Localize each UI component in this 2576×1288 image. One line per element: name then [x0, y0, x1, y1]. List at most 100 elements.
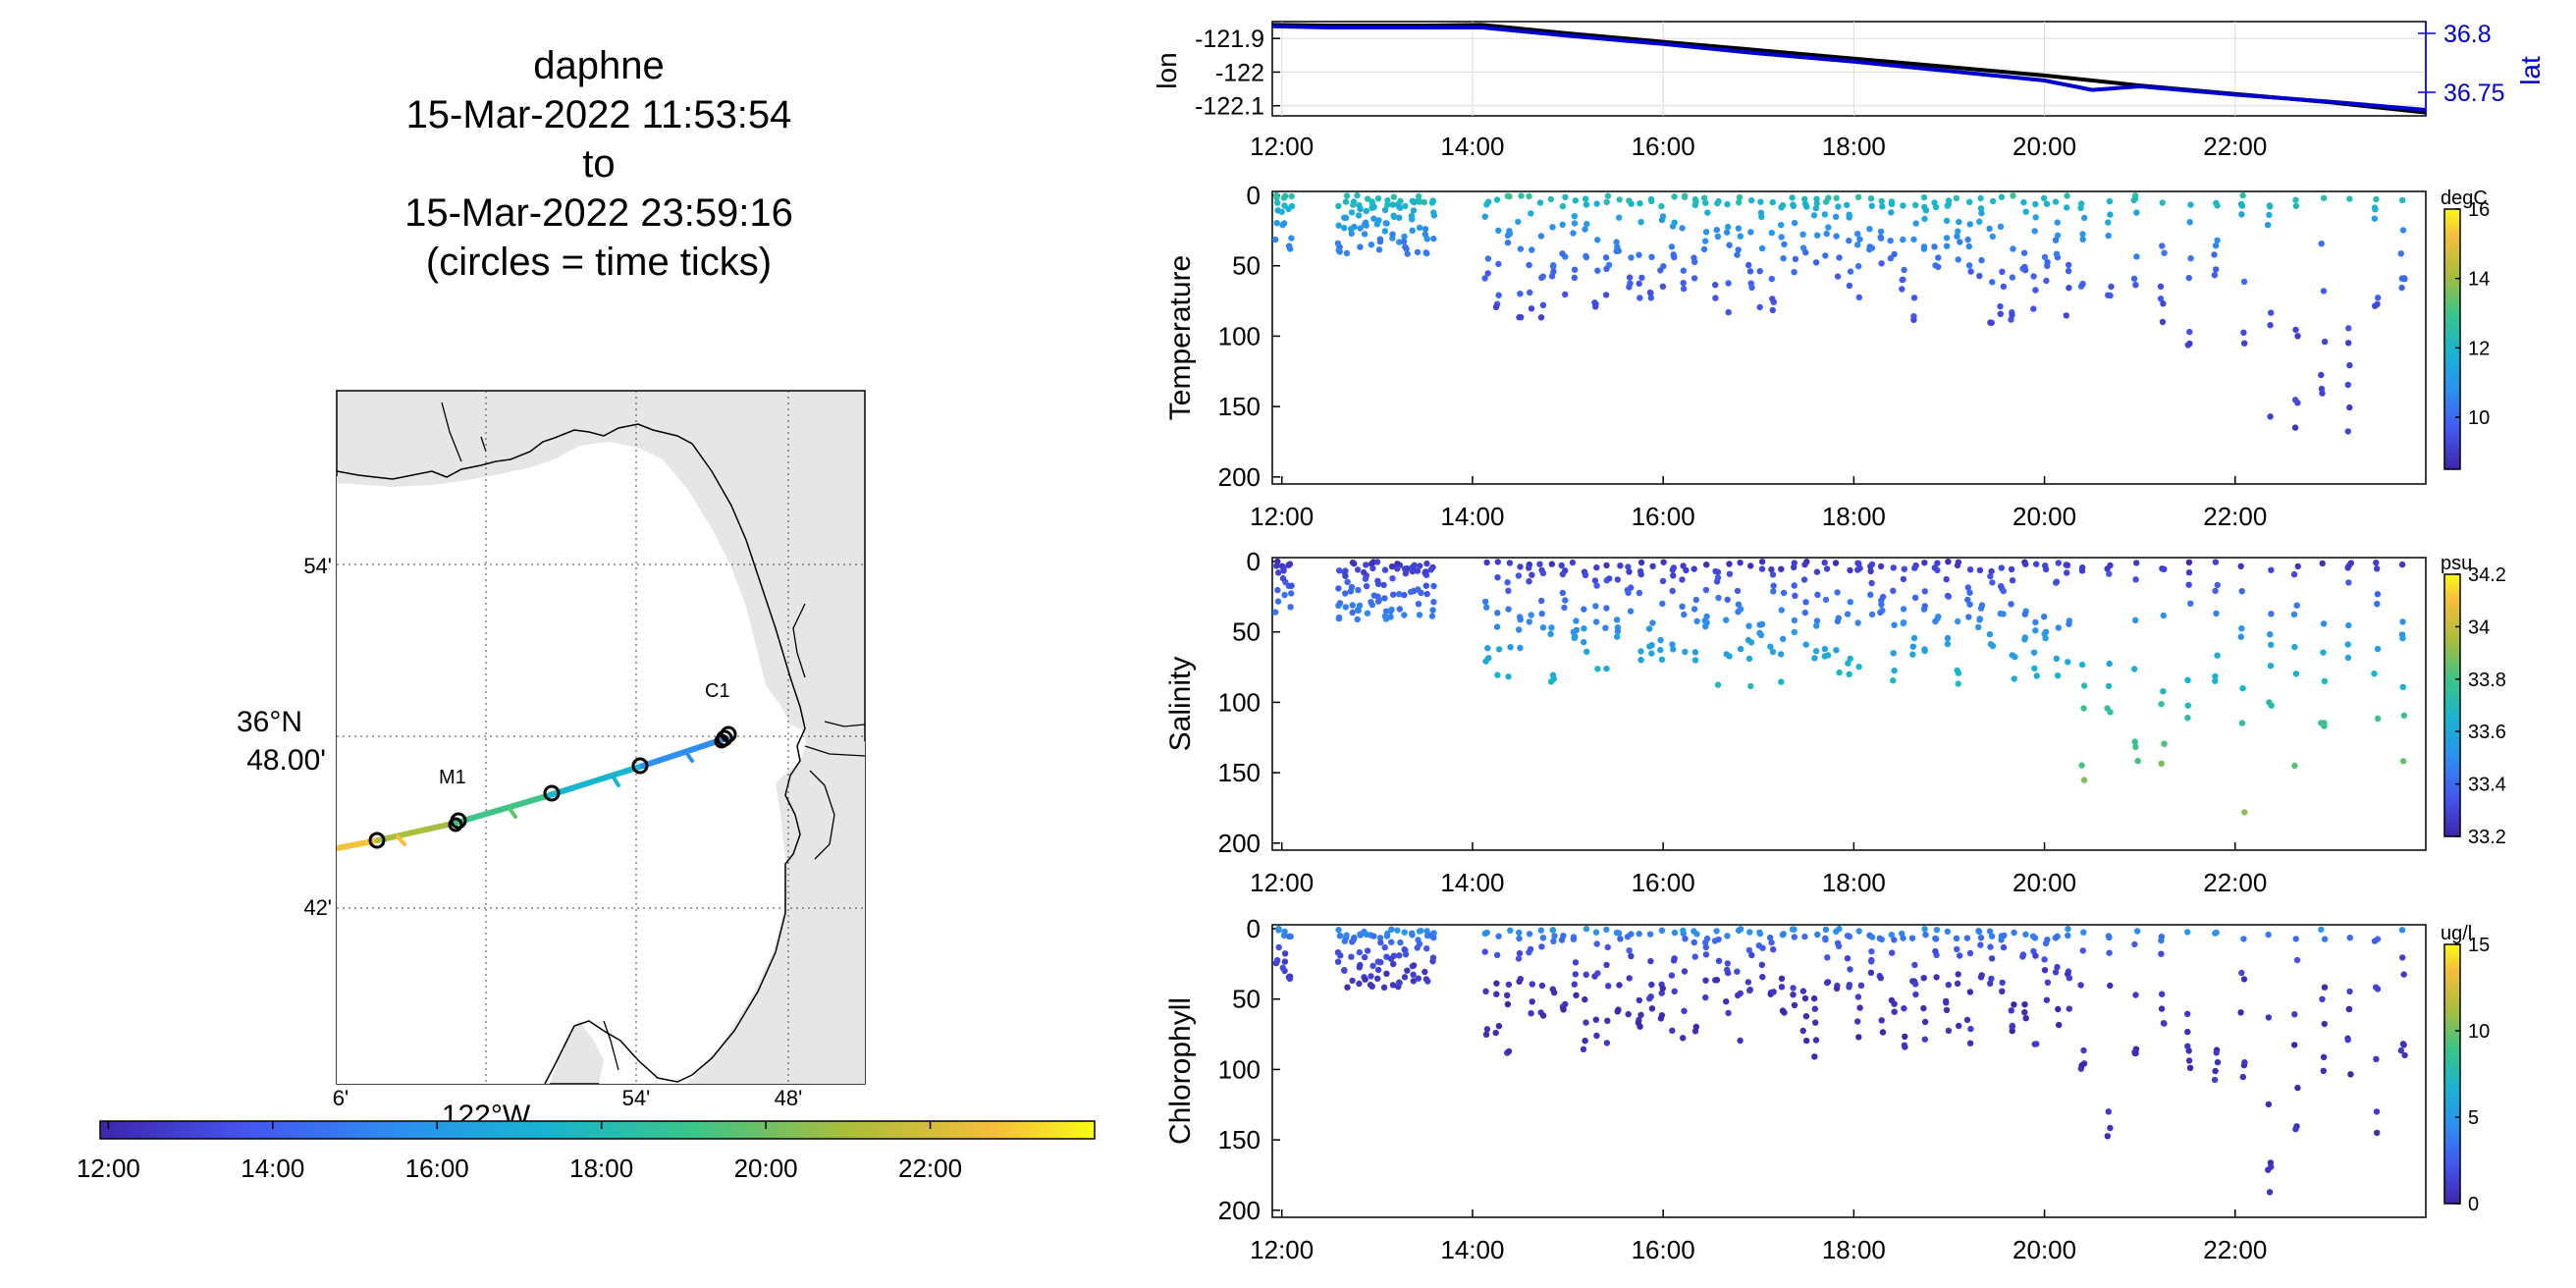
salinity-point [1955, 680, 1961, 687]
salinity-point [1737, 606, 1744, 613]
salinity-point [1396, 606, 1404, 613]
salinity-point [1868, 561, 1876, 568]
salinity-point [1364, 610, 1371, 617]
chlorophyll-point [1368, 973, 1374, 980]
temperature-point [1334, 240, 1342, 247]
chlorophyll-point [2265, 1166, 2272, 1173]
temperature-point [1737, 233, 1744, 240]
temperature-axes-frame [1271, 190, 2427, 485]
time-colorbar-label: 14:00 [241, 1154, 304, 1183]
chlorophyll-point [1790, 992, 1797, 998]
salinity-point [2185, 559, 2193, 565]
temperature-point [1354, 191, 1361, 199]
salinity-point [1670, 572, 1677, 579]
chlorophyll-point [1336, 932, 1344, 939]
chlorophyll-point [1570, 936, 1578, 942]
salinity-point [1381, 613, 1389, 619]
salinity-point [1691, 649, 1699, 656]
salinity-point [1603, 562, 1610, 569]
chlorophyll-point [1383, 970, 1390, 977]
temperature-point [1671, 253, 1678, 261]
chlorophyll-point [1414, 944, 1421, 951]
salinity-point [1813, 622, 1820, 629]
chlorophyll-point [2321, 1020, 2328, 1028]
chlorophyll-point [1844, 933, 1852, 939]
chlorophyll-point [2066, 975, 2073, 982]
chlorophyll-point [1526, 931, 1533, 938]
chlorophyll-point [1334, 958, 1342, 965]
temperature-point [1272, 236, 1279, 243]
chlorophyll-point [1988, 975, 1995, 983]
chlorophyll-point [1957, 952, 1963, 959]
salinity-point [2185, 581, 2192, 588]
chlorophyll-ytick-label: 0 [1247, 914, 1261, 943]
chlorophyll-point [2158, 1005, 2166, 1012]
temperature-ytick-label: 200 [1218, 462, 1261, 492]
temperature-point [1781, 241, 1788, 248]
salinity-point [1570, 628, 1578, 635]
salinity-point [1657, 646, 1664, 654]
temperature-point [1723, 229, 1731, 236]
salinity-point [1603, 605, 1610, 612]
chlorophyll-point [1361, 953, 1368, 961]
temperature-point [2267, 322, 2274, 329]
chlorophyll-point [1658, 927, 1666, 934]
chlorophyll-point [1856, 1004, 1863, 1011]
temperature-point [1854, 193, 1862, 200]
temperature-point [1594, 267, 1601, 274]
chlorophyll-point [1343, 932, 1350, 939]
temperature-point [1746, 268, 1754, 275]
temperature-point [1966, 198, 1973, 205]
temperature-xtick-label: 12:00 [1250, 502, 1314, 531]
salinity-point [2184, 715, 2191, 722]
temperature-point [2065, 267, 2072, 275]
salinity-point [1355, 607, 1362, 614]
chlorophyll-point [1516, 978, 1523, 985]
temperature-point [1836, 254, 1843, 261]
salinity-point [2133, 560, 2140, 566]
temperature-point [2187, 201, 2194, 208]
chlorophyll-point [1943, 999, 1950, 1006]
salinity-point [1417, 563, 1423, 569]
salinity-point [1539, 569, 1547, 576]
chlorophyll-point [2079, 947, 2086, 954]
temperature-point [2160, 300, 2167, 307]
chlorophyll-point [2212, 1067, 2219, 1075]
temperature-point [1605, 261, 1613, 269]
title-line-5: (circles = time ticks) [425, 241, 773, 284]
temperature-point [1833, 233, 1840, 240]
chlorophyll-point [2318, 926, 2325, 934]
salinity-point [2033, 672, 2040, 679]
chlorophyll-point [2266, 1189, 2274, 1196]
temperature-point [1481, 213, 1489, 220]
chlorophyll-point [1646, 931, 1654, 938]
salinity-point [1791, 582, 1798, 589]
chlorophyll-point [1746, 987, 1753, 994]
salinity-point [1414, 567, 1422, 574]
chlorophyll-point [1377, 959, 1384, 966]
temperature-xtick-label: 16:00 [1632, 502, 1695, 531]
temperature-point [1559, 250, 1566, 257]
temperature-point [1484, 255, 1492, 262]
chlorophyll-point [2399, 1041, 2407, 1047]
chlorophyll-point [2022, 1015, 2029, 1022]
time-colorbar-label: 22:00 [898, 1154, 962, 1183]
chlorophyll-point [1844, 955, 1852, 962]
station-label-m1: M1 [439, 767, 466, 788]
salinity-point [1637, 570, 1644, 578]
temperature-point [1537, 233, 1545, 240]
chlorophyll-point [1493, 991, 1500, 997]
salinity-point [1482, 658, 1489, 665]
chlorophyll-point [2107, 1124, 2114, 1132]
chlorophyll-point [2080, 929, 2087, 936]
salinity-point [1288, 590, 1295, 597]
temperature-point [1888, 200, 1896, 207]
salinity-point [1813, 617, 1821, 624]
salinity-point [1932, 617, 1939, 625]
chlorophyll-point [1812, 1037, 1820, 1044]
chlorophyll-point [1356, 980, 1363, 988]
salinity-point [1423, 590, 1430, 598]
chlorophyll-point [1482, 1031, 1490, 1039]
salinity-point [1381, 566, 1389, 573]
temperature-point [2292, 196, 2299, 203]
